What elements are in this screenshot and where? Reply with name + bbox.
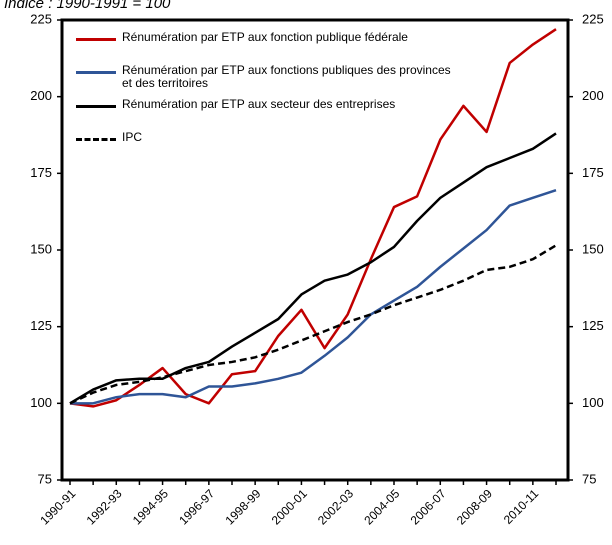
x-tick-label: 2006-07 [408,486,449,527]
x-tick-label: 2002-03 [315,486,356,527]
y2-tick-label: 200 [582,88,604,103]
series-line [69,28,557,408]
y2-tick-label: 175 [582,165,604,180]
y2-tick-label: 225 [582,11,604,26]
x-tick-label: 1994-95 [130,486,171,527]
legend-item: Rénumération par ETP aux fonctions publi… [76,64,462,90]
chart-title: Indice : 1990-1991 = 100 [4,0,171,12]
x-tick-label: 2010-11 [501,486,542,527]
series-line [70,189,557,405]
y2-tick-label: 150 [582,241,604,256]
x-tick-label: 1998-99 [222,486,263,527]
legend-label: IPC [122,130,143,144]
y-tick-label: 150 [30,241,52,256]
legend-label: Rénumération par ETP aux secteur des ent… [122,97,396,111]
legend-label: Rénumération par ETP aux fonctions publi… [122,63,451,90]
y-tick-label: 125 [30,318,52,333]
x-tick-label: 1996-97 [176,486,217,527]
x-tick-label: 2004-05 [361,486,402,527]
x-tick-label: 1990-91 [37,486,78,527]
legend-swatch [76,138,116,141]
legend-item: Rénumération par ETP aux fonction publiq… [76,31,462,44]
legend-swatch [76,71,116,74]
plot-frame [60,18,570,482]
y2-tick-label: 100 [582,395,604,410]
y-tick-label: 100 [30,395,52,410]
x-tick-label: 1992-93 [84,486,125,527]
legend-swatch [76,38,116,41]
y-tick-label: 175 [30,165,52,180]
x-tick-label: 2000-01 [269,486,310,527]
legend-label: Rénumération par ETP aux fonction publiq… [122,30,408,44]
y2-tick-label: 125 [582,318,604,333]
y2-tick-label: 75 [582,471,596,486]
series-line [69,132,557,405]
y-tick-label: 200 [30,88,52,103]
y-tick-label: 75 [38,471,52,486]
legend-swatch [76,105,116,108]
legend-item: IPC [76,131,462,144]
x-tick-label: 2008-09 [454,486,495,527]
series-line [69,244,557,405]
legend-item: Rénumération par ETP aux secteur des ent… [76,98,462,111]
y-tick-label: 225 [30,11,52,26]
